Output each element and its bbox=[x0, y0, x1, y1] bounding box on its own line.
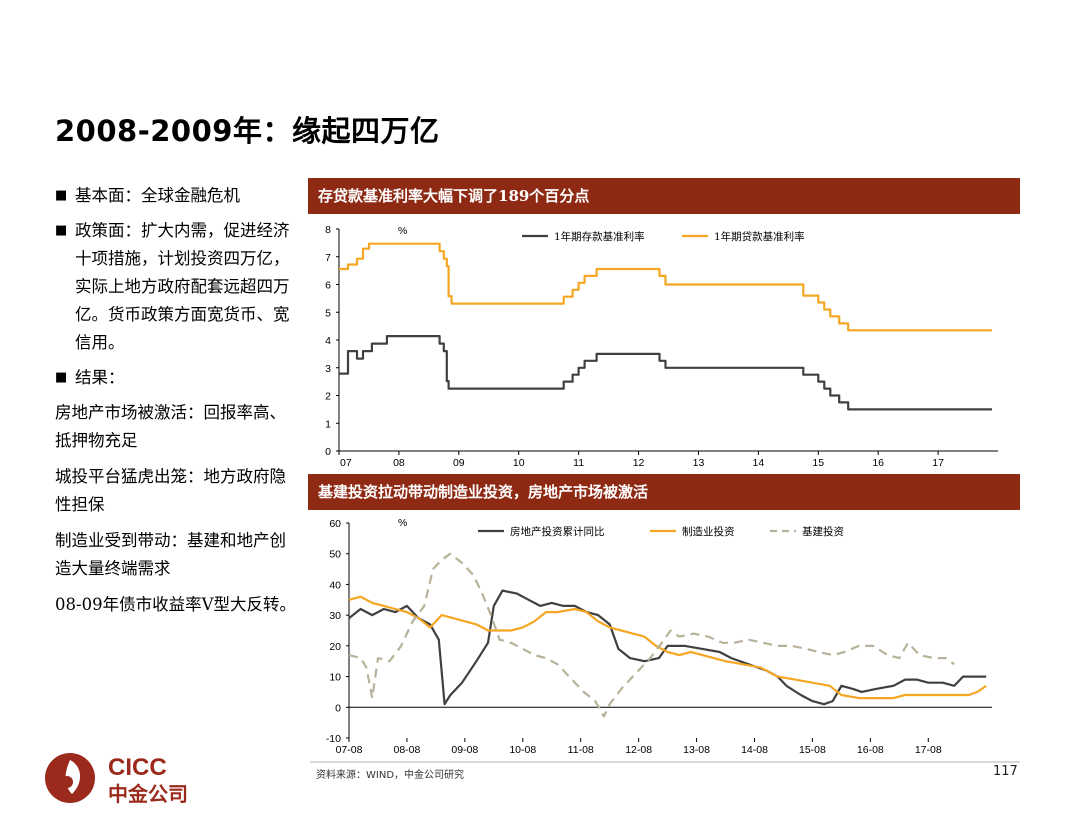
x-tick-label: 13-08 bbox=[683, 744, 710, 756]
cicc-logo: CICC 中金公司 bbox=[45, 753, 188, 806]
result-lgfv: 城投平台猛虎出笼：地方政府隐性担保 bbox=[55, 467, 286, 514]
x-tick-label: 17-08 bbox=[915, 744, 942, 756]
bullet-item: ■ 结果： bbox=[55, 364, 300, 392]
result-manufacturing: 制造业受到带动：基建和地产创造大量终端需求 bbox=[55, 531, 286, 578]
x-tick-label: 14 bbox=[753, 457, 765, 469]
x-tick-label: 13 bbox=[693, 457, 705, 469]
legend-label: 制造业投资 bbox=[682, 525, 735, 538]
x-tick-label: 15 bbox=[812, 457, 824, 469]
x-tick-label: 16 bbox=[872, 457, 884, 469]
x-tick-label: 17 bbox=[932, 457, 944, 469]
y-tick-label: 5 bbox=[325, 307, 331, 319]
result-bond-market: 08-09年债市收益率V型大反转。 bbox=[55, 595, 296, 614]
bullet-square-icon: ■ bbox=[55, 223, 68, 238]
y-tick-label: 20 bbox=[329, 641, 341, 653]
bullet-item: ■ 政策面：扩大内需，促进经济十项措施，计划投资四万亿，实际上地方政府配套远超四… bbox=[55, 217, 300, 357]
source-note: 资料来源：WIND，中金公司研究 bbox=[316, 770, 465, 781]
legend-label: 1年期贷款基准利率 bbox=[714, 230, 805, 243]
y-tick-label: 4 bbox=[325, 335, 331, 347]
y-tick-label: 50 bbox=[329, 549, 341, 561]
bullet-text-policy: 政策面：扩大内需，促进经济十项措施，计划投资四万亿，实际上地方政府配套远超四万亿… bbox=[75, 221, 290, 352]
x-tick-label: 09 bbox=[453, 457, 465, 469]
x-tick-label: 08 bbox=[393, 457, 405, 469]
legend-label: 基建投资 bbox=[802, 525, 844, 538]
logo-wordmark: CICC bbox=[108, 754, 167, 781]
chart-2: -10 0 10 20 30 40 50 60 07-08 08-08 09-08 10-08 11-0… bbox=[326, 517, 992, 756]
y-tick-label: 8 bbox=[325, 224, 331, 236]
unit-label: % bbox=[398, 225, 407, 237]
logo-chinese-name: 中金公司 bbox=[108, 782, 188, 806]
series-line-2-2 bbox=[348, 595, 987, 700]
x-tick-label: 12 bbox=[633, 457, 645, 469]
legend-label: 房地产投资累计同比 bbox=[510, 525, 605, 538]
x-tick-label: 16-08 bbox=[857, 744, 884, 756]
y-tick-label: 6 bbox=[325, 280, 331, 292]
y-tick-label: 60 bbox=[329, 518, 341, 530]
x-tick-label: 10 bbox=[513, 457, 525, 469]
x-tick-label: 07-08 bbox=[336, 744, 363, 756]
page-number: 117 bbox=[993, 764, 1018, 779]
chart1-header: 存贷款基准利率大幅下调了189个百分点 bbox=[308, 178, 1020, 214]
x-tick-label: 09-08 bbox=[451, 744, 478, 756]
y-tick-label: 1 bbox=[325, 418, 331, 430]
y-tick-label: 30 bbox=[329, 610, 341, 622]
logo-dot-icon bbox=[61, 776, 73, 788]
x-tick-label: 15-08 bbox=[799, 744, 826, 756]
bullet-square-icon: ■ bbox=[55, 188, 68, 203]
series-line-1-2 bbox=[339, 242, 992, 332]
x-tick-label: 12-08 bbox=[625, 744, 652, 756]
x-tick-label: 10-08 bbox=[509, 744, 536, 756]
x-tick-label: 14-08 bbox=[741, 744, 768, 756]
y-tick-label: 40 bbox=[329, 579, 341, 591]
bullet-text-fundamentals: 基本面：全球金融危机 bbox=[75, 186, 240, 205]
bullet-item: ■ 基本面：全球金融危机 bbox=[55, 182, 300, 210]
result-real-estate: 房地产市场被激活：回报率高、抵押物充足 bbox=[55, 403, 286, 450]
x-tick-label: 08-08 bbox=[393, 744, 420, 756]
bullet-list: ■ 基本面：全球金融危机 ■ 政策面：扩大内需，促进经济十项措施，计划投资四万亿… bbox=[55, 182, 300, 627]
bullet-text-results: 结果： bbox=[75, 368, 125, 387]
y-tick-label: 2 bbox=[325, 391, 331, 403]
y-tick-label: -10 bbox=[326, 733, 341, 745]
y-tick-label: 10 bbox=[329, 672, 341, 684]
x-tick-label: 07 bbox=[340, 457, 352, 469]
bullet-square-icon: ■ bbox=[55, 370, 68, 385]
y-tick-label: 3 bbox=[325, 363, 331, 375]
x-tick-label: 11 bbox=[573, 457, 584, 469]
page-title: 2008-2009年：缘起四万亿 bbox=[55, 114, 440, 148]
x-tick-label: 11-08 bbox=[568, 744, 594, 756]
series-line-1-1 bbox=[339, 335, 992, 411]
unit-label: % bbox=[398, 517, 407, 529]
y-tick-label: 0 bbox=[325, 446, 331, 458]
y-tick-label: 0 bbox=[335, 702, 341, 714]
series-line-2-1 bbox=[348, 589, 987, 706]
legend-label: 1年期存款基准利率 bbox=[554, 230, 645, 243]
y-tick-label: 7 bbox=[325, 252, 331, 264]
chart2-header: 基建投资拉动带动制造业投资，房地产市场被激活 bbox=[308, 474, 1020, 510]
series-line-2-3 bbox=[348, 552, 955, 718]
